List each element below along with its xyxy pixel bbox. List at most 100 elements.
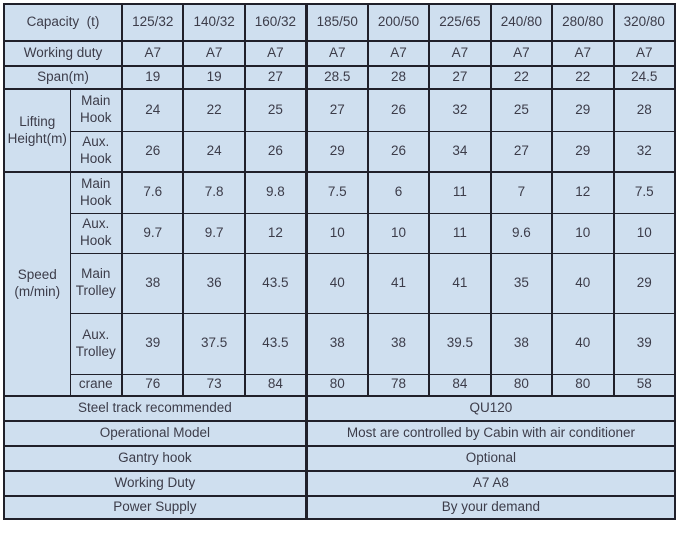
data-cell: 10 <box>304 212 369 254</box>
lifting-main-hook-label-cell: Main Hook <box>69 88 123 132</box>
footer-label-cell: Gantry hook <box>2 445 308 472</box>
capacity-value-cell: 160/32 <box>243 3 308 42</box>
data-cell: 26 <box>366 130 431 173</box>
span-value-cell: 22 <box>489 65 554 90</box>
data-cell: 76 <box>120 373 185 397</box>
data-cell: 10 <box>551 212 615 254</box>
data-cell: 32 <box>428 88 492 132</box>
footer-value-cell: Most are controlled by Cabin with air co… <box>304 420 676 447</box>
data-cell: 32 <box>612 130 676 173</box>
footer-value-cell: Optional <box>304 445 676 472</box>
working-duty-value-cell: A7 <box>428 40 492 67</box>
footer-value-cell: QU120 <box>304 395 676 422</box>
data-cell: 22 <box>182 88 246 132</box>
table-row: Power Supply By your demand <box>2 495 676 520</box>
capacity-value-cell: 280/80 <box>551 3 615 42</box>
table-row: Working duty A7 A7 A7 A7 A7 A7 A7 A7 A7 <box>3 40 676 67</box>
data-cell: 29 <box>551 88 615 132</box>
data-cell: 12 <box>551 171 615 214</box>
data-cell: 35 <box>489 252 554 314</box>
data-cell: 6 <box>366 171 431 214</box>
data-cell: 24 <box>120 88 185 132</box>
capacity-value-cell: 320/80 <box>612 3 676 42</box>
capacity-header-cell: Capacity (t) <box>3 3 123 42</box>
data-cell: 27 <box>304 88 369 132</box>
data-cell: 10 <box>612 212 676 254</box>
data-cell: 9.7 <box>120 212 185 254</box>
capacity-value-cell: 240/80 <box>489 3 554 42</box>
working-duty-value-cell: A7 <box>489 40 554 67</box>
working-duty-value-cell: A7 <box>366 40 431 67</box>
data-cell: 11 <box>428 212 492 254</box>
data-cell: 38 <box>304 312 369 375</box>
data-cell: 29 <box>551 130 615 173</box>
data-cell: 73 <box>182 373 246 397</box>
footer-label-cell: Operational Model <box>2 420 308 447</box>
data-cell: 24 <box>182 130 246 173</box>
capacity-value-cell: 140/32 <box>182 3 246 42</box>
lifting-aux-hook-label-cell: Aux. Hook <box>69 130 123 173</box>
data-cell: 58 <box>612 373 676 397</box>
capacity-value-cell: 225/65 <box>428 3 492 42</box>
working-duty-value-cell: A7 <box>551 40 615 67</box>
table-row: Aux. Hook 26 24 26 29 26 34 27 29 32 <box>4 130 676 173</box>
data-cell: 78 <box>366 373 431 397</box>
data-cell: 80 <box>551 373 615 397</box>
working-duty-value-cell: A7 <box>182 40 246 67</box>
data-cell: 41 <box>428 252 492 314</box>
table-row: Working Duty A7 A8 <box>2 470 676 497</box>
working-duty-value-cell: A7 <box>612 40 676 67</box>
speed-main-trolley-label-cell: Main Trolley <box>69 252 123 314</box>
data-cell: 27 <box>489 130 554 173</box>
table-row: Aux. Hook 9.7 9.7 12 10 10 11 9.6 10 10 <box>4 212 676 254</box>
data-cell: 34 <box>428 130 492 173</box>
data-cell: 26 <box>366 88 431 132</box>
table-row: Lifting Height(m) Main Hook 24 22 25 27 … <box>3 88 676 173</box>
data-cell: 12 <box>243 212 308 254</box>
table-row: Operational Model Most are controlled by… <box>2 420 676 447</box>
data-cell: 36 <box>182 252 246 314</box>
data-cell: 7 <box>489 171 554 214</box>
data-cell: 84 <box>243 373 308 397</box>
data-cell: 25 <box>489 88 554 132</box>
data-cell: 38 <box>120 252 185 314</box>
data-cell: 84 <box>428 373 492 397</box>
footer-label-cell: Power Supply <box>2 495 308 520</box>
data-cell: 7.5 <box>612 171 676 214</box>
data-cell: 39.5 <box>428 312 492 375</box>
capacity-value-cell: 200/50 <box>366 3 431 42</box>
span-value-cell: 28.5 <box>304 65 369 90</box>
speed-main-hook-label-cell: Main Hook <box>69 171 123 214</box>
footer-label-cell: Steel track recommended <box>2 395 308 422</box>
capacity-value-cell: 125/32 <box>120 3 185 42</box>
data-cell: 9.6 <box>489 212 554 254</box>
data-cell: 25 <box>243 88 308 132</box>
speed-aux-hook-label-cell: Aux. Hook <box>69 212 123 254</box>
table-row: Aux. Trolley 39 37.5 43.5 38 38 39.5 38 … <box>4 312 676 375</box>
span-value-cell: 19 <box>120 65 185 90</box>
footer-label-cell: Working Duty <box>2 470 308 497</box>
data-cell: 9.7 <box>182 212 246 254</box>
data-cell: 7.5 <box>304 171 369 214</box>
working-duty-label-cell: Working duty <box>3 40 123 67</box>
span-value-cell: 19 <box>182 65 246 90</box>
data-cell: 9.8 <box>243 171 308 214</box>
lifting-height-label-cell: Lifting Height(m) <box>3 88 71 173</box>
data-cell: 11 <box>428 171 492 214</box>
data-cell: 43.5 <box>243 312 308 375</box>
table-row: Capacity (t) 125/32 140/32 160/32 185/50… <box>3 3 676 42</box>
data-cell: 39 <box>612 312 676 375</box>
working-duty-value-cell: A7 <box>120 40 185 67</box>
working-duty-value-cell: A7 <box>243 40 308 67</box>
data-cell: 40 <box>551 252 615 314</box>
span-value-cell: 24.5 <box>612 65 676 90</box>
data-cell: 37.5 <box>182 312 246 375</box>
data-cell: 26 <box>243 130 308 173</box>
span-value-cell: 27 <box>243 65 308 90</box>
capacity-value-cell: 185/50 <box>304 3 369 42</box>
table-row: Main Trolley 38 36 43.5 40 41 41 35 40 2… <box>4 252 676 314</box>
speed-crane-label-cell: crane <box>69 373 123 397</box>
data-cell: 40 <box>551 312 615 375</box>
table-row: Steel track recommended QU120 <box>2 395 676 422</box>
data-cell: 7.6 <box>120 171 185 214</box>
